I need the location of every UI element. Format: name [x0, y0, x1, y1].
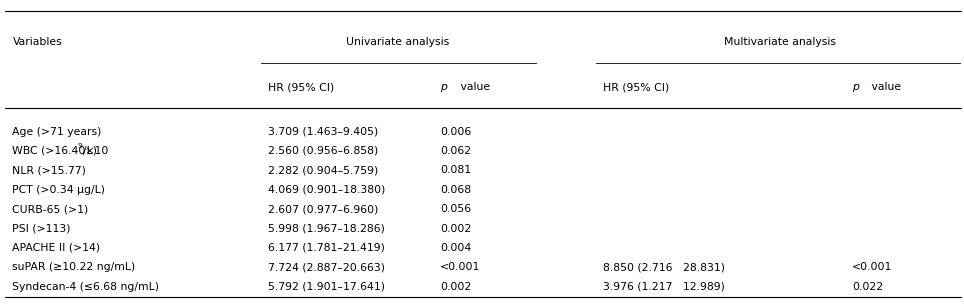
Text: HR (95% CI): HR (95% CI): [268, 82, 335, 92]
Text: 2.607 (0.977–6.960): 2.607 (0.977–6.960): [268, 204, 379, 214]
Text: value: value: [457, 82, 490, 92]
Text: 5.998 (1.967–18.286): 5.998 (1.967–18.286): [268, 223, 385, 233]
Text: 6.177 (1.781–21.419): 6.177 (1.781–21.419): [268, 243, 385, 253]
Text: 0.004: 0.004: [441, 243, 471, 253]
Text: 0.006: 0.006: [441, 126, 471, 136]
Text: 3.976 (1.217   12.989): 3.976 (1.217 12.989): [603, 282, 725, 292]
Text: CURB-65 (>1): CURB-65 (>1): [13, 204, 89, 214]
Text: <0.001: <0.001: [441, 262, 481, 272]
Text: 5.792 (1.901–17.641): 5.792 (1.901–17.641): [268, 282, 385, 292]
Text: WBC (>16.40×10: WBC (>16.40×10: [13, 146, 109, 156]
Text: 0.056: 0.056: [441, 204, 471, 214]
Text: Univariate analysis: Univariate analysis: [346, 37, 449, 47]
Text: <0.001: <0.001: [852, 262, 893, 272]
Text: 2.560 (0.956–6.858): 2.560 (0.956–6.858): [268, 146, 378, 156]
Text: /L): /L): [83, 146, 97, 156]
Text: HR (95% CI): HR (95% CI): [603, 82, 669, 92]
Text: 8.850 (2.716   28.831): 8.850 (2.716 28.831): [603, 262, 725, 272]
Text: 0.081: 0.081: [441, 165, 471, 175]
Text: Syndecan-4 (≤6.68 ng/mL): Syndecan-4 (≤6.68 ng/mL): [13, 282, 159, 292]
Text: 7.724 (2.887–20.663): 7.724 (2.887–20.663): [268, 262, 385, 272]
Text: p: p: [441, 82, 447, 92]
Text: 0.022: 0.022: [852, 282, 883, 292]
Text: Variables: Variables: [13, 37, 63, 47]
Text: 9: 9: [77, 143, 82, 149]
Text: 0.002: 0.002: [441, 223, 471, 233]
Text: 0.002: 0.002: [441, 282, 471, 292]
Text: value: value: [869, 82, 901, 92]
Text: Multivariate analysis: Multivariate analysis: [724, 37, 836, 47]
Text: 0.062: 0.062: [441, 146, 471, 156]
Text: p: p: [852, 82, 859, 92]
Text: APACHE II (>14): APACHE II (>14): [13, 243, 100, 253]
Text: NLR (>15.77): NLR (>15.77): [13, 165, 87, 175]
Text: 0.068: 0.068: [441, 185, 471, 195]
Text: 4.069 (0.901–18.380): 4.069 (0.901–18.380): [268, 185, 386, 195]
Text: 2.282 (0.904–5.759): 2.282 (0.904–5.759): [268, 165, 378, 175]
Text: PSI (>113): PSI (>113): [13, 223, 71, 233]
Text: suPAR (≥10.22 ng/mL): suPAR (≥10.22 ng/mL): [13, 262, 136, 272]
Text: Age (>71 years): Age (>71 years): [13, 126, 102, 136]
Text: PCT (>0.34 μg/L): PCT (>0.34 μg/L): [13, 185, 105, 195]
Text: 3.709 (1.463–9.405): 3.709 (1.463–9.405): [268, 126, 378, 136]
